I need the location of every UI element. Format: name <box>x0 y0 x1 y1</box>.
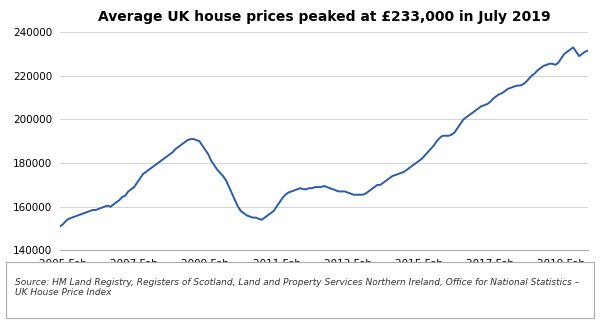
Text: Source: HM Land Registry, Registers of Scotland, Land and Property Services Nort: Source: HM Land Registry, Registers of S… <box>15 278 579 297</box>
Title: Average UK house prices peaked at £233,000 in July 2019: Average UK house prices peaked at £233,0… <box>98 10 550 24</box>
